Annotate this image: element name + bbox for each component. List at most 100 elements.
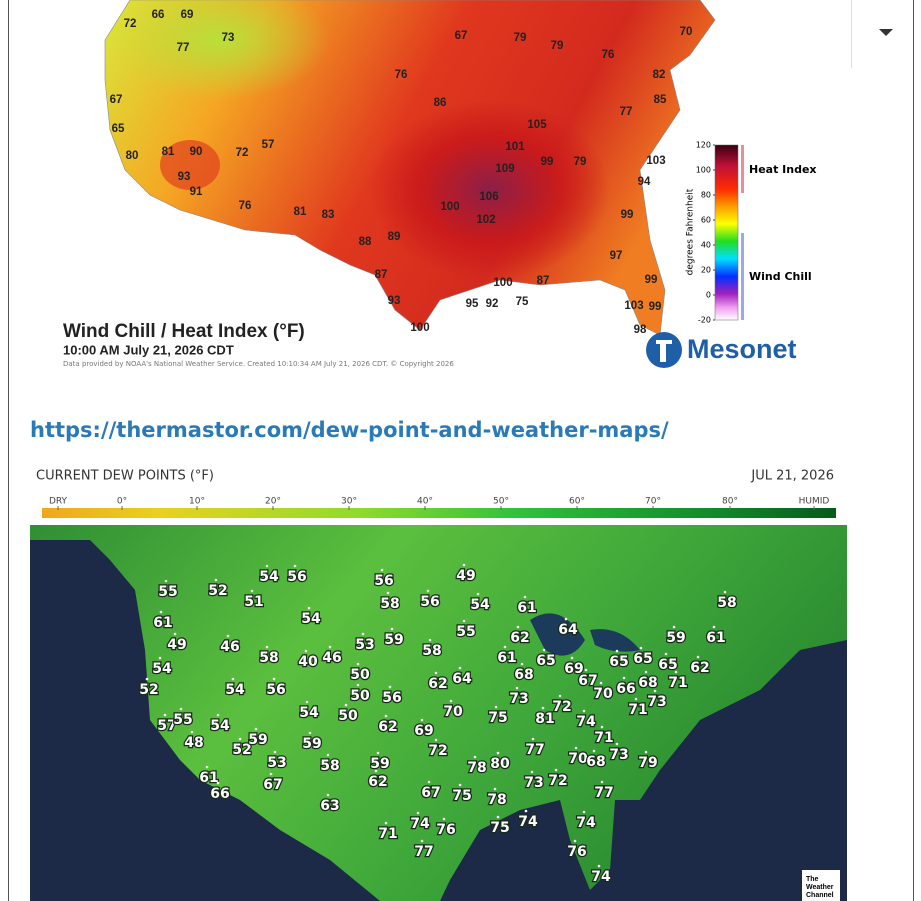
dew-value: 67: [578, 673, 597, 689]
heat-value: 67: [455, 30, 468, 42]
station-dot: [216, 713, 220, 717]
station-dot: [584, 668, 588, 672]
heat-value: 76: [239, 200, 252, 212]
legend-tick-label: 40: [701, 241, 711, 250]
dew-value: 53: [267, 755, 286, 771]
station-dot: [158, 656, 162, 660]
station-dot: [328, 645, 332, 649]
station-dot: [238, 737, 242, 741]
dew-value: 74: [576, 714, 596, 730]
station-dot: [326, 793, 330, 797]
station-dot: [254, 727, 258, 731]
station-dot: [493, 787, 497, 791]
dew-value: 59: [384, 632, 403, 648]
heat-value: 72: [236, 147, 249, 159]
station-dot: [574, 746, 578, 750]
station-dot: [476, 592, 480, 596]
link[interactable]: https://thermastor.com/dew-point-and-wea…: [30, 418, 669, 442]
scale-label: 60°: [569, 497, 585, 507]
heat-value: 77: [620, 106, 633, 118]
dew-value: 77: [594, 785, 613, 801]
heat-value: 76: [602, 49, 615, 61]
dew-value: 73: [509, 691, 528, 707]
dew-value: 48: [184, 735, 203, 751]
dew-value: 62: [510, 630, 529, 646]
heat-value: 100: [410, 322, 429, 334]
dew-value: 46: [220, 639, 239, 655]
dew-value: 74: [518, 814, 538, 830]
dew-value: 65: [658, 657, 677, 673]
heat-value: 87: [375, 269, 388, 281]
station-dot: [564, 617, 568, 621]
station-dot: [420, 839, 424, 843]
station-dot: [159, 610, 163, 614]
heat-value: 80: [126, 150, 139, 162]
station-dot: [272, 677, 276, 681]
dew-value: 62: [368, 774, 387, 790]
station-dot: [356, 662, 360, 666]
legend-axis-label: degrees Fahrenheit: [686, 188, 696, 275]
legend-tick-label: 0: [706, 291, 711, 300]
dew-value: 56: [374, 573, 393, 589]
dew-value: 72: [428, 743, 447, 759]
station-dot: [173, 632, 177, 636]
station-dot: [615, 742, 619, 746]
heat-value: 93: [388, 295, 401, 307]
cool-zone: [110, 0, 330, 100]
dew-value: 69: [414, 723, 433, 739]
heat-value: 65: [112, 123, 125, 135]
dew-value: 76: [436, 822, 455, 838]
heat-value: 57: [262, 139, 275, 151]
logo: Mesonet: [687, 334, 797, 364]
station-dot: [597, 864, 601, 868]
dew-value: 54: [210, 718, 230, 734]
heat-value: 99: [541, 156, 554, 168]
legend-tick-label: 100: [696, 166, 711, 175]
heat-value: 79: [551, 40, 564, 52]
dew-value: 50: [338, 708, 358, 724]
dew-value: 52: [139, 682, 158, 698]
dew-value: 65: [609, 654, 628, 670]
station-dot: [653, 689, 657, 693]
scale-label: DRY: [49, 497, 68, 507]
station-dot: [672, 625, 676, 629]
dew-value: 54: [225, 682, 245, 698]
station-dot: [558, 694, 562, 698]
dew-value: 40: [298, 654, 318, 670]
heat-value: 97: [610, 250, 623, 262]
dew-value: 72: [548, 773, 567, 789]
station-dot: [442, 817, 446, 821]
dew-value: 54: [259, 569, 279, 585]
dropdown-caret[interactable]: [879, 29, 893, 36]
station-dot: [644, 750, 648, 754]
land: [30, 525, 847, 901]
scale-label: HUMID: [799, 497, 830, 507]
heat-value: 103: [646, 155, 665, 167]
colorbar: [714, 144, 739, 321]
station-dot: [530, 770, 534, 774]
dew-value: 57: [157, 718, 176, 734]
heat-value: 92: [486, 298, 499, 310]
dew-value: 75: [488, 710, 507, 726]
heat-value: 77: [177, 42, 190, 54]
heat-value: 106: [479, 191, 498, 203]
station-dot: [434, 671, 438, 675]
dew-value: 54: [301, 611, 321, 627]
dew-value: 81: [535, 711, 554, 727]
station-dot: [458, 666, 462, 670]
station-dot: [384, 714, 388, 718]
heat-value: 93: [178, 171, 191, 183]
station-dot: [634, 697, 638, 701]
heat-value: 69: [181, 9, 194, 21]
station-dot: [376, 751, 380, 755]
heat-value: 99: [645, 274, 658, 286]
station-dot: [554, 768, 558, 772]
dew-value: 62: [428, 676, 447, 692]
dew-value: 59: [370, 756, 389, 772]
dew-value: 65: [633, 651, 652, 667]
legend-label: Wind Chill: [749, 270, 812, 283]
station-dot: [462, 619, 466, 623]
heat-value: 91: [190, 186, 203, 198]
scale-label: 70°: [645, 497, 661, 507]
